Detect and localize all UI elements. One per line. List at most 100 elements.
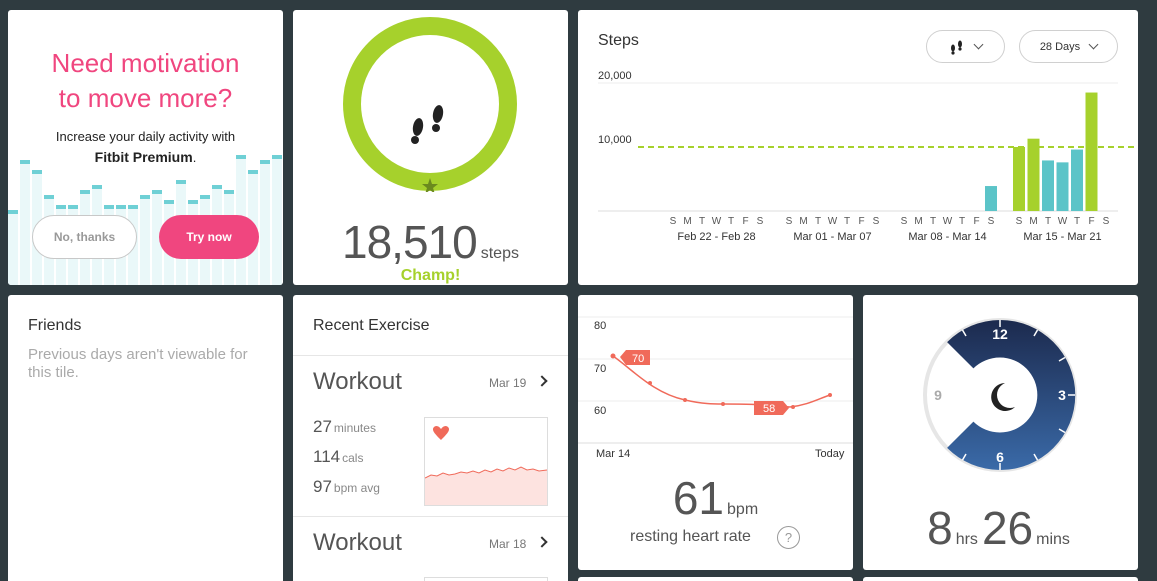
day-letter: F (1088, 216, 1094, 227)
steps-chart-tile: Steps 28 Days 20,000 10,000 S M T W T F S S M T W T F S… (578, 10, 1138, 285)
range-dropdown[interactable]: 28 Days (1019, 30, 1118, 63)
premium-tile: Need motivation to move more? Increase y… (8, 10, 283, 285)
week-label: Mar 15 - Mar 21 (1023, 231, 1101, 243)
y-tick-label: 20,000 (598, 70, 632, 82)
y-tick-label: 10,000 (598, 134, 632, 146)
no-thanks-button[interactable]: No, thanks (32, 215, 137, 259)
step-bar[interactable] (1013, 147, 1025, 211)
day-letter: S (873, 216, 880, 227)
workout-date: Mar 19 (489, 376, 527, 390)
step-bar[interactable] (985, 186, 997, 211)
workout-heart-graph (424, 577, 548, 581)
day-letter: S (988, 216, 995, 227)
day-letter: T (930, 216, 936, 227)
friends-message: Previous days aren't viewable for this t… (28, 346, 248, 381)
steps-value: 18,510 (342, 216, 478, 268)
sleep-duration: 8 hrs26 mins (863, 501, 1138, 555)
day-letter: S (670, 216, 677, 227)
step-bar[interactable] (1085, 92, 1098, 211)
day-letter: F (742, 216, 748, 227)
day-letter: W (712, 216, 722, 227)
sleep-arc (947, 320, 1076, 470)
try-now-button[interactable]: Try now (159, 215, 259, 259)
y-tick: 60 (594, 405, 606, 417)
day-letter: S (1103, 216, 1110, 227)
exercise-tile: Recent Exercise Workout Mar 19 27 minutes… (293, 295, 568, 581)
premium-text: Increase your daily activity with Fitbit… (8, 127, 283, 168)
step-bar[interactable] (1027, 138, 1040, 211)
step-bar[interactable] (1056, 162, 1069, 211)
day-letter: M (683, 216, 691, 227)
heart-rate-unit: bpm (727, 501, 759, 518)
steps-count: 18,510 steps (293, 215, 568, 269)
day-letter: M (1029, 216, 1037, 227)
heart-icon (432, 425, 450, 440)
step-bar[interactable] (1042, 160, 1054, 211)
cals-unit: cals (342, 451, 364, 465)
divider (293, 355, 568, 356)
workout-heart-graph (424, 417, 548, 506)
step-bar[interactable] (1071, 149, 1083, 211)
friends-title: Friends (28, 317, 82, 334)
day-letter: F (858, 216, 864, 227)
high-marker-label: 70 (632, 353, 644, 365)
bpm-value: 97 (313, 477, 332, 496)
chevron-right-icon[interactable] (536, 536, 548, 548)
day-letter: S (1016, 216, 1023, 227)
help-icon[interactable]: ? (777, 526, 800, 549)
x-end-label: Today (815, 448, 845, 460)
footprints-icon (951, 40, 962, 55)
footprints-icon (411, 105, 444, 144)
high-marker (620, 350, 650, 365)
sleep-mins-unit: mins (1036, 531, 1070, 548)
clock-3: 3 (1058, 387, 1066, 403)
champ-badge: Champ! (400, 267, 461, 284)
sleep-clock: 12 3 6 9 (923, 318, 1077, 472)
heart-rate-value: 61 (672, 472, 725, 524)
week-label: Feb 22 - Feb 28 (677, 231, 755, 243)
day-letter: S (786, 216, 793, 227)
workout-minutes: 27 minutes (313, 417, 376, 437)
friends-tile: Friends Previous days aren't viewable fo… (8, 295, 283, 581)
next-tile-edge (578, 577, 853, 581)
premium-title-line1: Need motivation (51, 48, 240, 78)
heart-rate-tile[interactable]: 80 70 60 70 58 Mar 14 Today 61 bpm restin… (578, 295, 853, 570)
clock-6: 6 (996, 449, 1004, 465)
divider (293, 516, 568, 517)
star-icon (422, 178, 438, 192)
day-letter: T (844, 216, 850, 227)
sleep-mins: 26 (981, 502, 1034, 554)
workout-name[interactable]: Workout (313, 529, 402, 556)
workout-date: Mar 18 (489, 537, 527, 551)
day-letter: T (959, 216, 965, 227)
resting-heart-rate: 61 bpm (578, 471, 853, 525)
day-letter: F (973, 216, 979, 227)
moon-icon (991, 383, 1015, 411)
chart-title: Steps (598, 32, 639, 49)
day-letter: W (828, 216, 838, 227)
x-start-label: Mar 14 (596, 448, 630, 460)
day-letter: T (1074, 216, 1080, 227)
cals-value: 114 (313, 447, 341, 466)
chevron-right-icon[interactable] (536, 375, 548, 387)
day-letter: W (1058, 216, 1068, 227)
sleep-hours: 8 (927, 502, 953, 554)
workout-cals: 114 cals (313, 447, 363, 467)
metric-dropdown[interactable] (926, 30, 1005, 63)
range-label: 28 Days (1039, 40, 1081, 53)
day-letter: S (757, 216, 764, 227)
week-label: Mar 08 - Mar 14 (908, 231, 986, 243)
heart-rate-chart: 80 70 60 70 58 Mar 14 Today (578, 316, 853, 460)
clock-12: 12 (992, 326, 1008, 342)
sleep-tile[interactable]: 12 3 6 9 8 hrs26 mins (863, 295, 1138, 570)
y-tick: 70 (594, 363, 606, 375)
premium-title: Need motivation to move more? (8, 46, 283, 116)
workout-name[interactable]: Workout (313, 368, 402, 395)
steps-tile[interactable]: 18,510 steps Champ! (293, 10, 568, 285)
day-letter: S (901, 216, 908, 227)
y-tick: 80 (594, 320, 606, 332)
exercise-title: Recent Exercise (313, 317, 430, 334)
day-letter: T (1045, 216, 1051, 227)
heart-rate-label: resting heart rate (630, 528, 751, 545)
